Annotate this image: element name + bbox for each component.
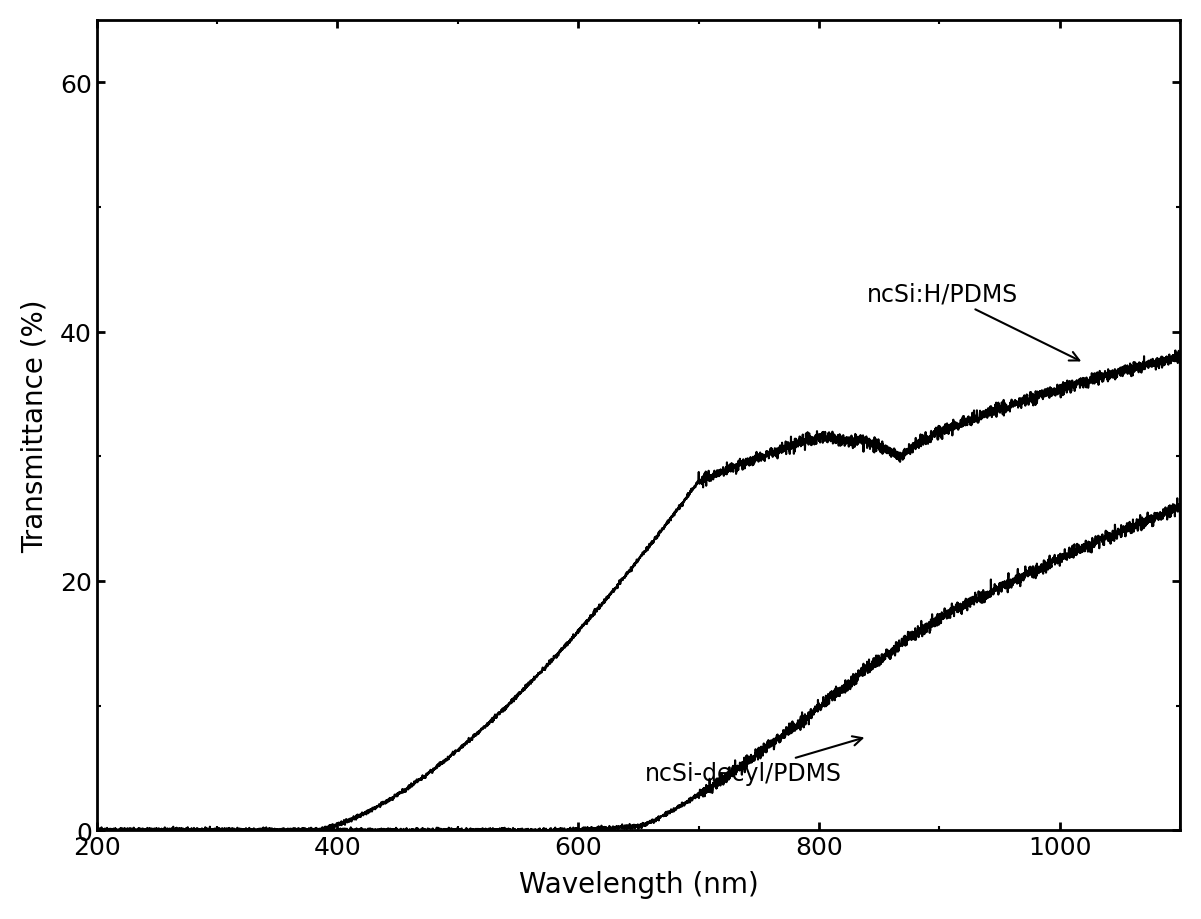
X-axis label: Wavelength (nm): Wavelength (nm) xyxy=(519,870,758,898)
Text: ncSi-decyl/PDMS: ncSi-decyl/PDMS xyxy=(645,736,862,786)
Text: ncSi:H/PDMS: ncSi:H/PDMS xyxy=(867,282,1080,361)
Y-axis label: Transmittance (%): Transmittance (%) xyxy=(20,299,49,552)
